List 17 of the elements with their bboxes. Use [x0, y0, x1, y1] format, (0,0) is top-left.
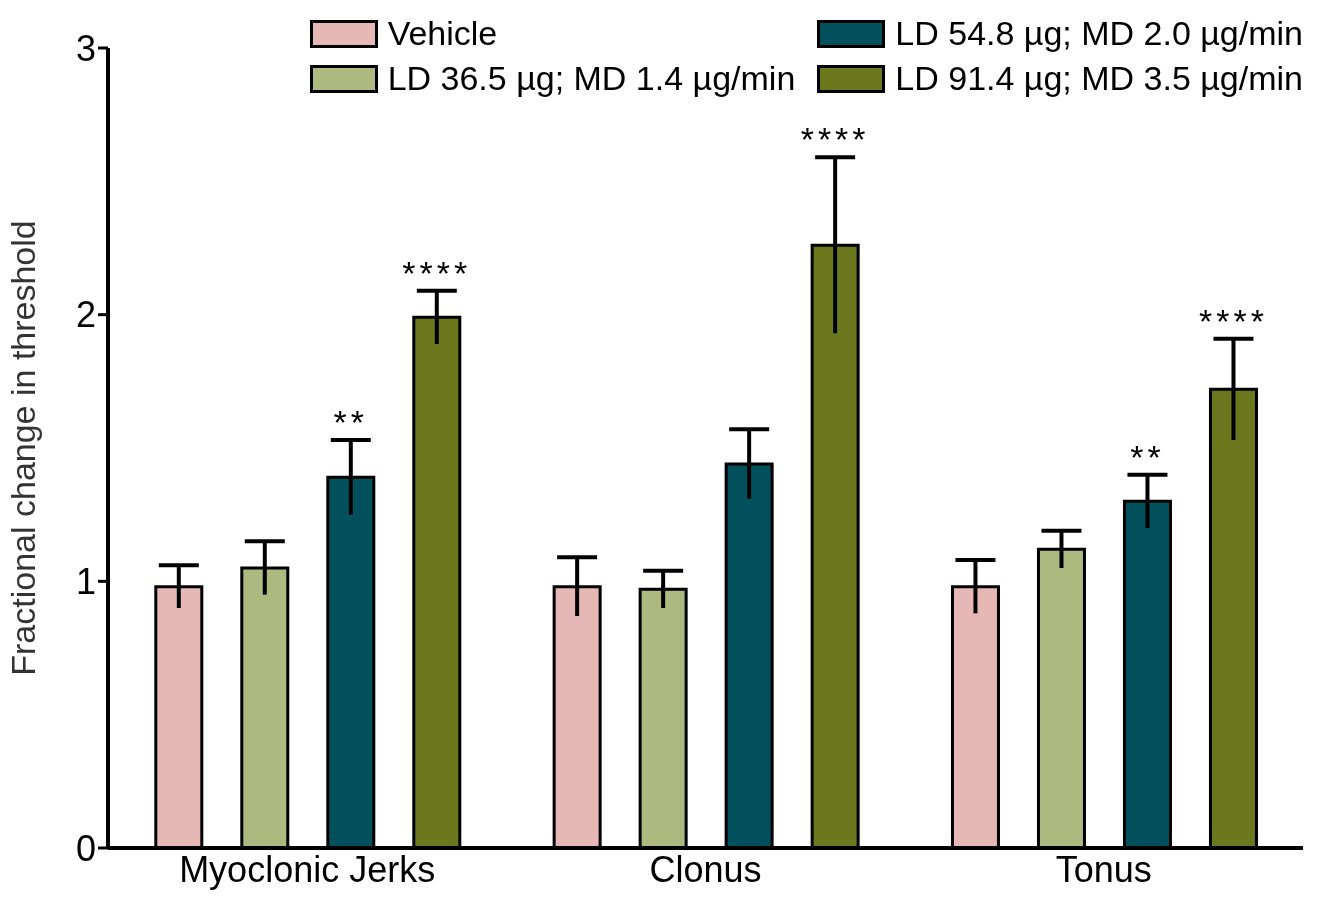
data-label: **	[1130, 437, 1165, 476]
x-tick-label: Clonus	[649, 848, 762, 890]
y-tick-label: 0	[75, 827, 96, 869]
legend-label: LD 54.8 µg; MD 2.0 µg/min	[895, 14, 1303, 53]
y-tick-label: 3	[75, 27, 96, 69]
legend-label: LD 91.4 µg; MD 3.5 µg/min	[895, 59, 1303, 98]
data-label: ****	[1199, 301, 1268, 340]
y-axis-title: Fractional change in threshold	[4, 220, 43, 676]
data-label: ****	[402, 253, 472, 292]
data-label: ****	[800, 120, 870, 159]
legend-label: Vehicle	[387, 14, 498, 53]
x-tick-label: Myoclonic Jerks	[179, 848, 436, 890]
x-tick-label: Tonus	[1055, 848, 1152, 890]
y-tick-label: 2	[75, 294, 96, 336]
y-tick-label: 1	[75, 561, 96, 603]
legend-label: LD 36.5 µg; MD 1.4 µg/min	[387, 59, 796, 98]
data-label: **	[333, 403, 369, 441]
